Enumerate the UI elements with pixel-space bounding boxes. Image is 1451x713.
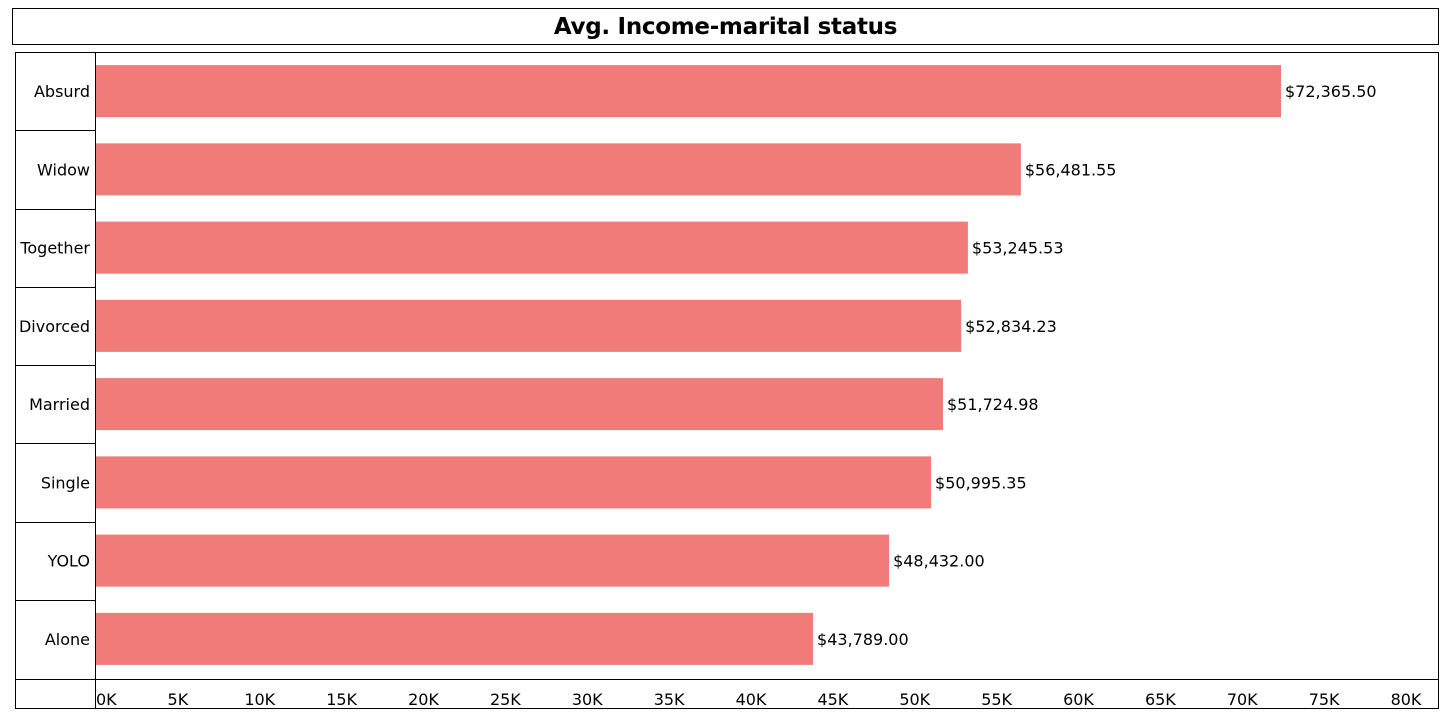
bar (96, 65, 1281, 118)
bar (96, 456, 932, 509)
bar-value-label: $48,432.00 (893, 552, 985, 571)
category-label: Divorced (19, 317, 90, 336)
bar-value-label: $56,481.55 (1025, 160, 1117, 179)
bar-value-label: $72,365.50 (1285, 82, 1377, 101)
x-tick-label: 80K (1391, 690, 1422, 709)
category-label: Alone (45, 630, 90, 649)
category-label: Single (41, 473, 90, 492)
x-tick-label: 10K (244, 690, 275, 709)
category-label: Absurd (34, 82, 90, 101)
bar-value-label: $53,245.53 (972, 239, 1064, 258)
x-tick-label: 35K (654, 690, 685, 709)
x-tick-label: 5K (168, 690, 189, 709)
chart-title-box: Avg. Income-marital status (12, 8, 1439, 45)
x-tick-label: 40K (736, 690, 767, 709)
bar-value-label: $50,995.35 (935, 473, 1027, 492)
x-tick-label: 65K (1145, 690, 1176, 709)
x-tick-label: 30K (572, 690, 603, 709)
bar (96, 299, 962, 352)
x-tick-label: 0K (96, 690, 117, 709)
bar (96, 534, 890, 587)
chart-title: Avg. Income-marital status (553, 13, 898, 40)
bar-value-label: $52,834.23 (965, 317, 1057, 336)
category-label: Married (29, 395, 90, 414)
bar (96, 221, 968, 274)
x-tick-label: 50K (899, 690, 930, 709)
x-tick-label: 15K (326, 690, 357, 709)
bar (96, 378, 943, 431)
bar-value-label: $51,724.98 (947, 395, 1039, 414)
x-tick-label: 45K (817, 690, 848, 709)
x-tick-label: 75K (1309, 690, 1340, 709)
x-tick-label: 20K (408, 690, 439, 709)
plot-frame (15, 52, 1439, 709)
category-label: YOLO (47, 552, 90, 571)
category-label: Widow (37, 160, 90, 179)
x-tick-label: 25K (490, 690, 521, 709)
bar-value-label: $43,789.00 (817, 630, 909, 649)
x-tick-label: 70K (1227, 690, 1258, 709)
x-tick-label: 55K (981, 690, 1012, 709)
bar (96, 143, 1021, 196)
x-tick-label: 60K (1063, 690, 1094, 709)
category-label: Together (19, 239, 90, 258)
bar (96, 612, 814, 665)
